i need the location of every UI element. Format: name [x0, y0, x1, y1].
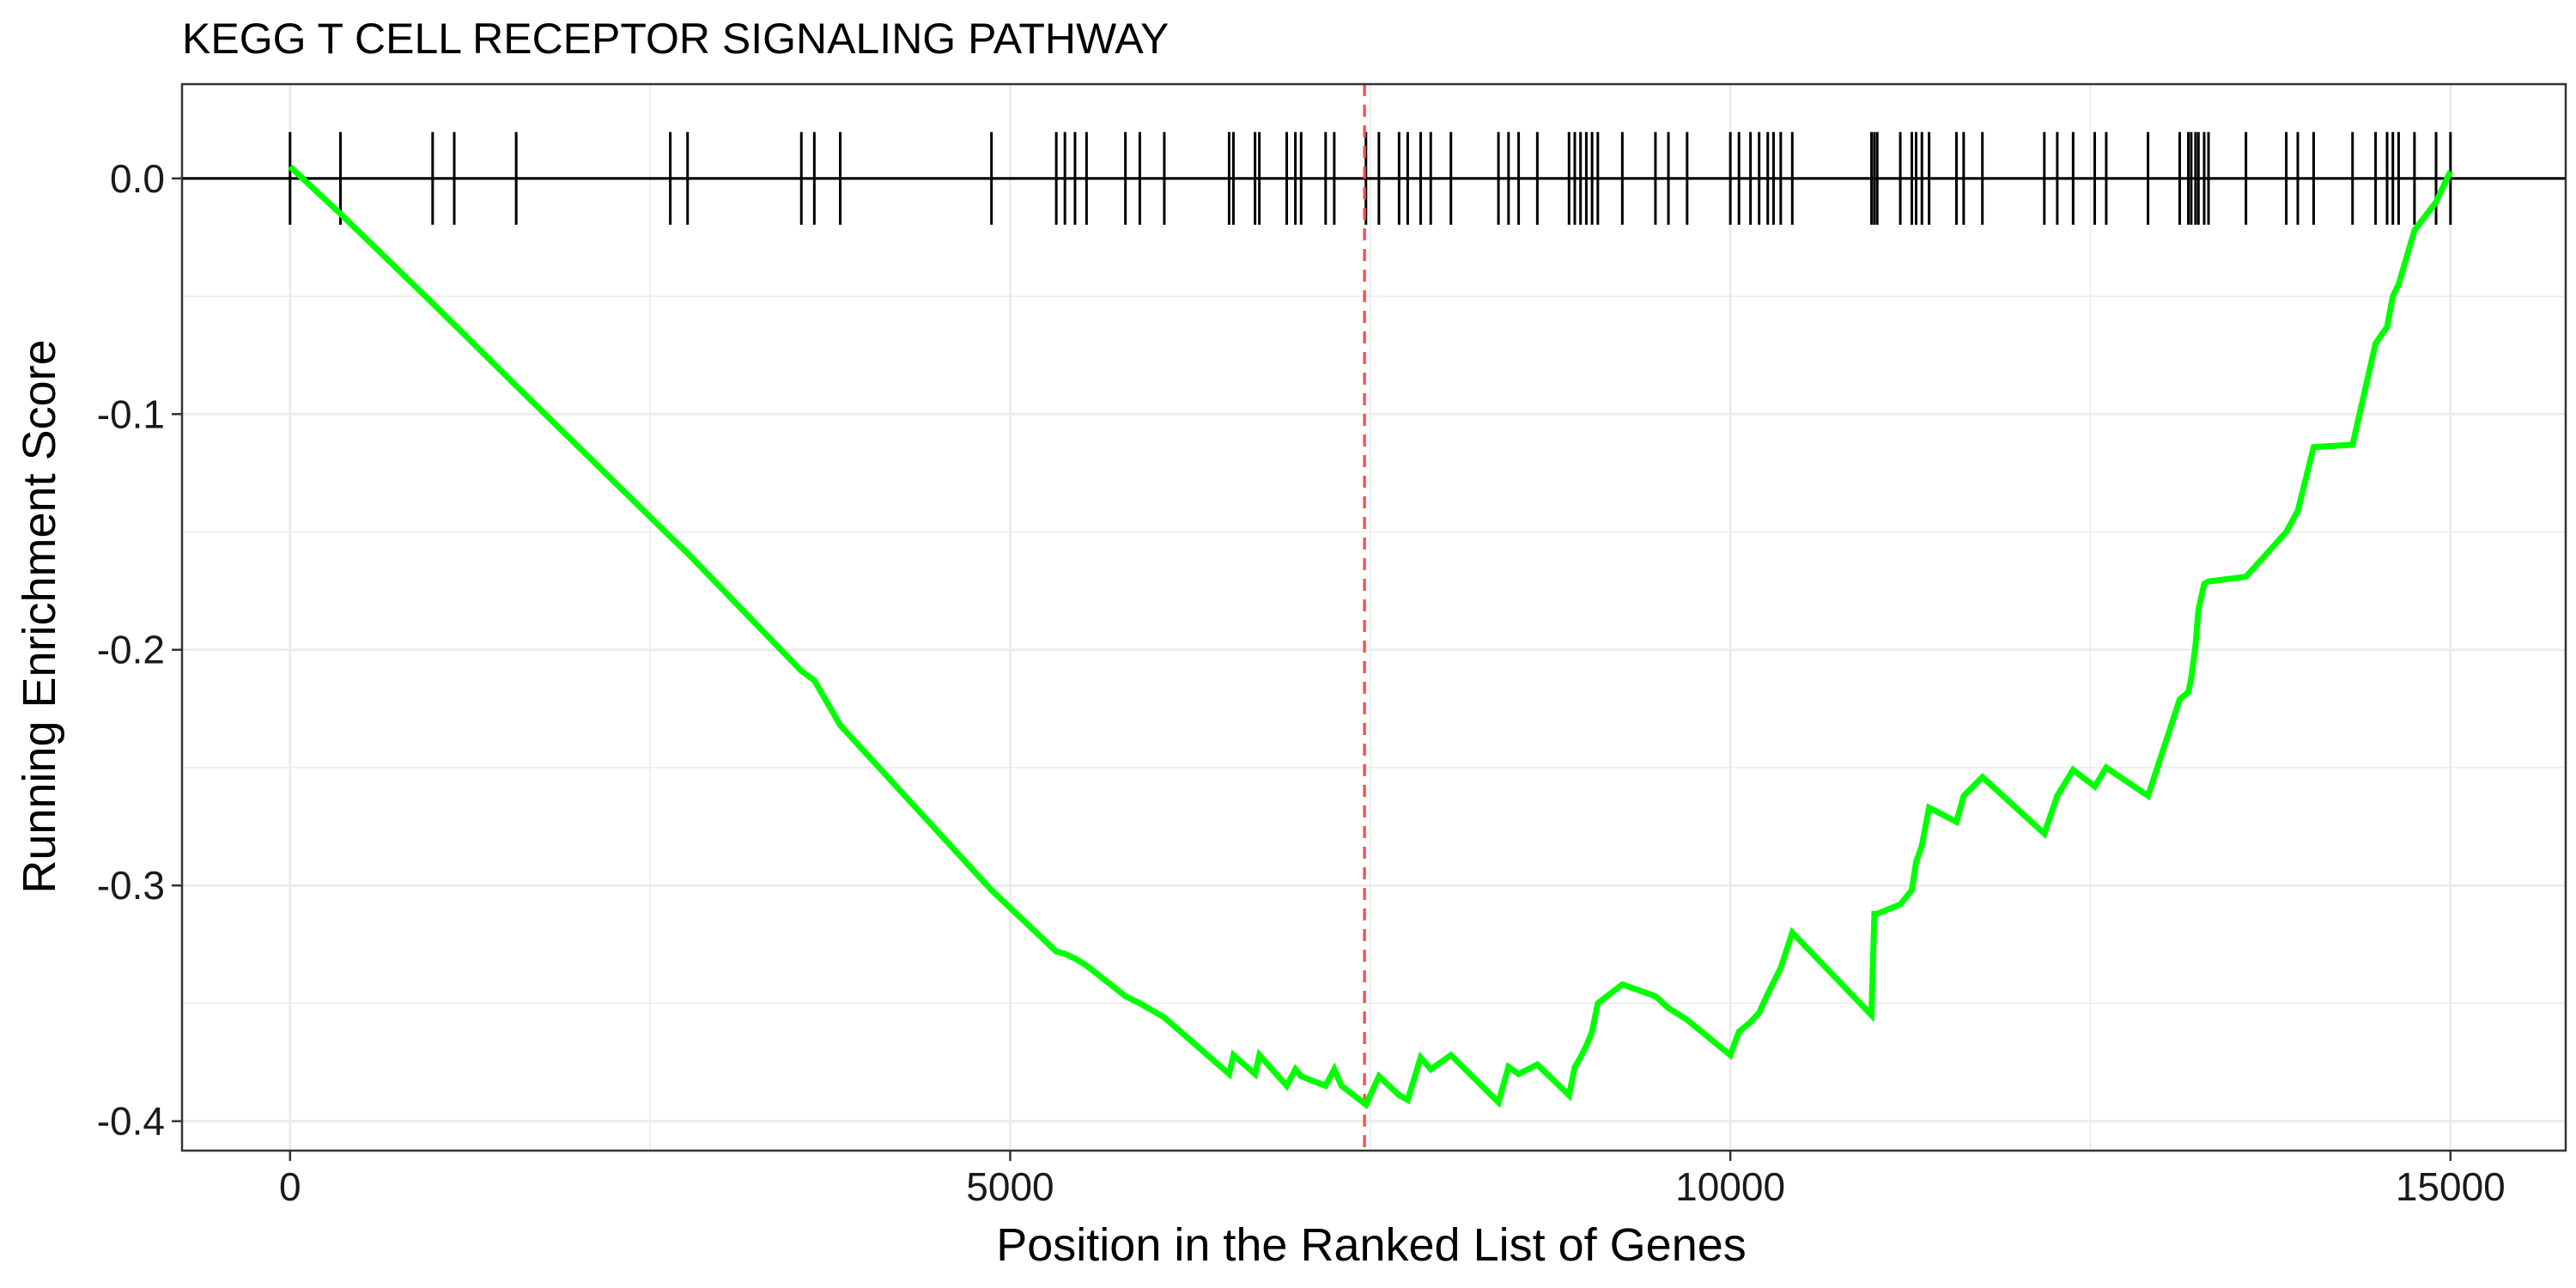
- grid-lines: [182, 84, 2566, 1151]
- gene-hit-ticks: [289, 131, 2452, 225]
- chart-title: KEGG T CELL RECEPTOR SIGNALING PATHWAY: [182, 15, 1169, 63]
- y-tick-label: -0.4: [97, 1099, 165, 1144]
- x-axis-ticks: 0 5000 10000 15000: [279, 1151, 2506, 1209]
- x-tick-label: 10000: [1675, 1164, 1785, 1209]
- y-tick-label: -0.1: [97, 392, 165, 436]
- y-tick-label: -0.2: [97, 628, 165, 672]
- y-axis-ticks: 0.0 -0.1 -0.2 -0.3 -0.4: [97, 156, 182, 1144]
- running-score-layer: [288, 164, 2453, 1109]
- x-axis-title: Position in the Ranked List of Genes: [996, 1219, 1747, 1271]
- panel-border: [180, 82, 2567, 1152]
- x-tick-label: 0: [279, 1164, 301, 1209]
- y-tick-label: 0.0: [110, 156, 165, 201]
- running-enrichment-score-line: [288, 164, 2453, 1109]
- x-tick-label: 15000: [2396, 1164, 2506, 1209]
- y-axis-title: Running Enrichment Score: [14, 339, 65, 893]
- y-tick-label: -0.3: [97, 863, 165, 908]
- x-tick-label: 5000: [966, 1164, 1054, 1209]
